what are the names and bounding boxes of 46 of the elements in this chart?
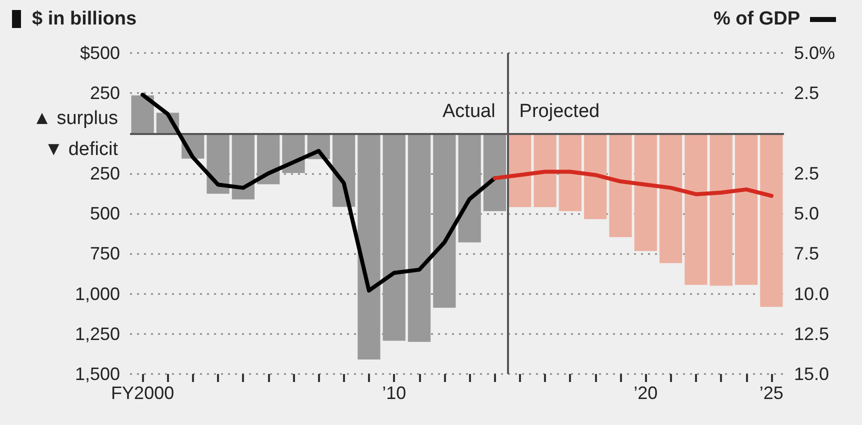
y-tick-label: 1,500 bbox=[74, 364, 120, 384]
bar bbox=[382, 133, 406, 341]
y2-tick-label: 5.0 bbox=[794, 204, 820, 224]
bar bbox=[131, 95, 154, 134]
x-tick-label: ’20 bbox=[634, 383, 658, 403]
y2-tick-label: 7.5 bbox=[794, 244, 820, 264]
bar bbox=[734, 133, 758, 285]
y2-tick-label: 2.5 bbox=[794, 163, 820, 184]
bar bbox=[659, 133, 682, 264]
y-tick-label: 1,250 bbox=[74, 324, 120, 344]
bar bbox=[232, 133, 255, 200]
y2-tick-label: 15.0 bbox=[794, 364, 830, 384]
y-axis-title: $ in billions bbox=[32, 8, 137, 30]
bar bbox=[483, 133, 506, 212]
x-tick-label: ’10 bbox=[382, 383, 406, 403]
y2-tick-label: 10.0 bbox=[794, 284, 830, 304]
annotation: Actual bbox=[442, 100, 496, 122]
bar bbox=[408, 133, 431, 342]
bar bbox=[609, 133, 632, 238]
bar bbox=[358, 133, 380, 360]
y2-tick-label: 5.0% bbox=[794, 43, 836, 63]
y-tick-label: 250 bbox=[90, 83, 120, 104]
y-tick-label: $500 bbox=[80, 43, 120, 63]
bar bbox=[433, 133, 456, 308]
bar bbox=[534, 133, 556, 208]
x-tick-label: FY2000 bbox=[111, 383, 174, 403]
y2-tick-label: 12.5 bbox=[794, 324, 830, 344]
y-tick-label: 500 bbox=[90, 204, 120, 224]
bar bbox=[458, 133, 481, 242]
x-tick-label: ’25 bbox=[759, 383, 784, 403]
bar bbox=[584, 133, 607, 220]
line-series bbox=[140, 92, 497, 293]
bar bbox=[710, 133, 732, 286]
annotation: Projected bbox=[519, 100, 600, 122]
text: ▲ surplus bbox=[32, 108, 118, 129]
y2-axis-title: % of GDP bbox=[713, 8, 800, 30]
bar bbox=[684, 133, 708, 285]
y-tick-label: 250 bbox=[90, 163, 120, 184]
y-tick-label: 750 bbox=[90, 244, 120, 264]
bar bbox=[634, 133, 657, 252]
bar bbox=[760, 133, 783, 307]
text: ▼ deficit bbox=[44, 138, 119, 160]
line-series bbox=[492, 170, 774, 198]
bar bbox=[558, 133, 582, 212]
y-tick-label: 1,000 bbox=[74, 284, 120, 304]
y2-tick-label: 2.5 bbox=[794, 83, 820, 104]
